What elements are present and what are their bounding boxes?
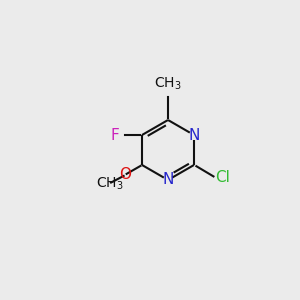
Text: O: O	[119, 167, 131, 182]
Text: CH$_3$: CH$_3$	[154, 75, 182, 92]
Text: N: N	[188, 128, 200, 142]
Text: N: N	[162, 172, 174, 188]
Text: F: F	[111, 128, 119, 142]
Text: CH$_3$: CH$_3$	[96, 176, 123, 192]
Text: Cl: Cl	[215, 170, 230, 185]
